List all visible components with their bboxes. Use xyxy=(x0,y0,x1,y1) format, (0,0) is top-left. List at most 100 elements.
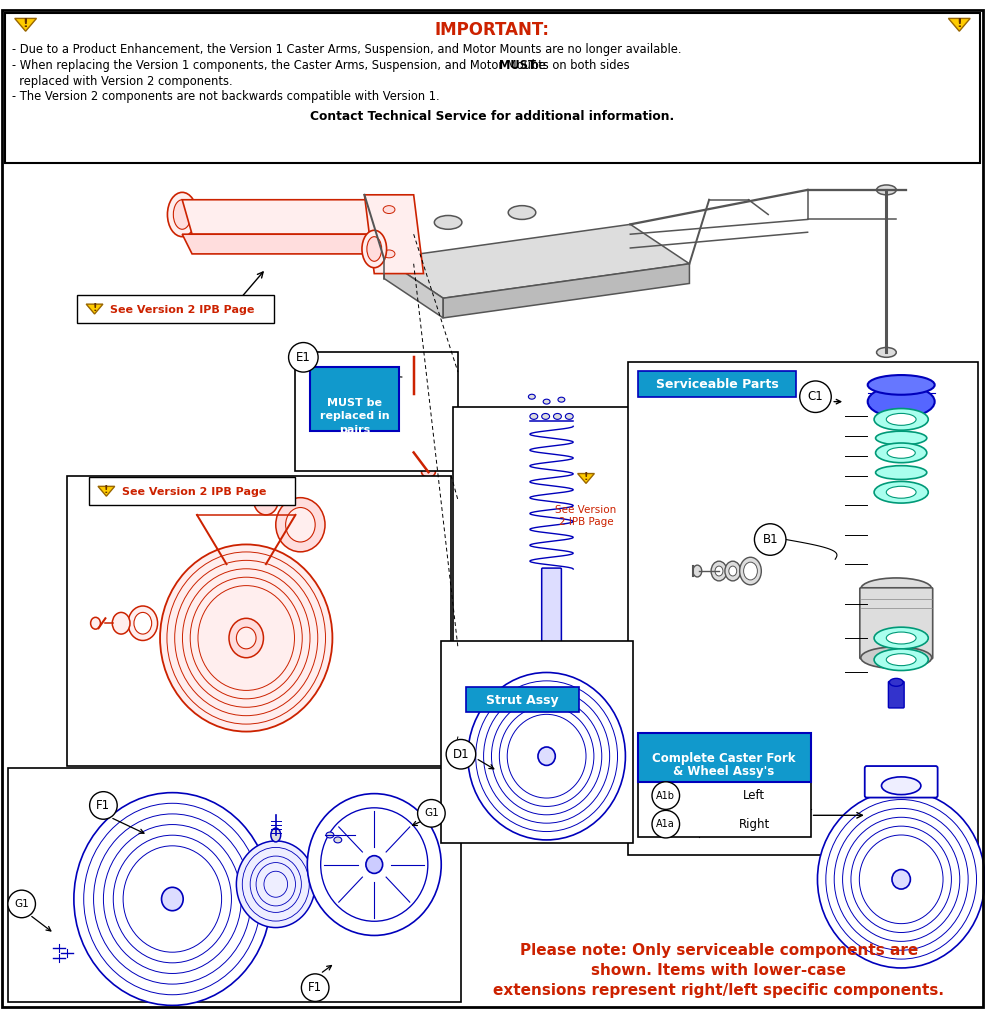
FancyBboxPatch shape xyxy=(5,12,980,164)
Text: IMPORTANT:: IMPORTANT: xyxy=(435,21,550,40)
Ellipse shape xyxy=(543,400,550,404)
Text: G1: G1 xyxy=(14,899,29,909)
Polygon shape xyxy=(948,18,970,32)
Ellipse shape xyxy=(711,561,727,581)
Circle shape xyxy=(800,381,831,413)
Text: A1b: A1b xyxy=(656,790,675,800)
Circle shape xyxy=(652,811,680,838)
Ellipse shape xyxy=(892,870,910,889)
FancyBboxPatch shape xyxy=(406,393,422,452)
Ellipse shape xyxy=(160,544,332,731)
FancyBboxPatch shape xyxy=(628,362,978,854)
Ellipse shape xyxy=(128,606,158,641)
FancyBboxPatch shape xyxy=(295,353,458,471)
Ellipse shape xyxy=(729,566,737,576)
Ellipse shape xyxy=(868,385,935,417)
Ellipse shape xyxy=(744,562,757,580)
Text: - When replacing the Version 1 components, the Caster Arms, Suspension, and Moto: - When replacing the Version 1 component… xyxy=(12,59,633,72)
Ellipse shape xyxy=(366,855,383,874)
Ellipse shape xyxy=(876,443,927,463)
FancyBboxPatch shape xyxy=(310,367,399,431)
FancyBboxPatch shape xyxy=(8,768,461,1003)
Ellipse shape xyxy=(886,632,916,644)
Text: - Due to a Product Enhancement, the Version 1 Caster Arms, Suspension, and Motor: - Due to a Product Enhancement, the Vers… xyxy=(12,43,681,56)
Ellipse shape xyxy=(271,828,281,842)
Ellipse shape xyxy=(554,414,561,419)
Text: !: ! xyxy=(956,17,962,31)
Text: replaced in: replaced in xyxy=(320,412,389,421)
FancyBboxPatch shape xyxy=(638,732,811,782)
Polygon shape xyxy=(384,259,443,318)
Ellipse shape xyxy=(508,205,536,220)
Text: Contact Technical Service for additional information.: Contact Technical Service for additional… xyxy=(310,110,675,123)
Circle shape xyxy=(301,974,329,1002)
FancyBboxPatch shape xyxy=(441,641,633,843)
Ellipse shape xyxy=(276,497,325,552)
Ellipse shape xyxy=(876,466,927,479)
Ellipse shape xyxy=(868,375,935,395)
Ellipse shape xyxy=(877,348,896,357)
Ellipse shape xyxy=(725,561,741,581)
Ellipse shape xyxy=(236,627,256,649)
Ellipse shape xyxy=(861,647,932,668)
Text: & Wheel Assy's: & Wheel Assy's xyxy=(673,766,775,778)
Text: be: be xyxy=(528,59,546,72)
Ellipse shape xyxy=(236,841,315,928)
Text: Right: Right xyxy=(739,818,770,831)
FancyBboxPatch shape xyxy=(77,295,274,322)
Text: See Version 2 IPB Page: See Version 2 IPB Page xyxy=(110,305,255,315)
Polygon shape xyxy=(182,199,384,234)
Text: MUST: MUST xyxy=(499,59,536,72)
Ellipse shape xyxy=(134,612,152,634)
Ellipse shape xyxy=(693,565,702,577)
Polygon shape xyxy=(98,486,115,496)
Ellipse shape xyxy=(383,205,395,214)
Ellipse shape xyxy=(326,832,334,838)
Circle shape xyxy=(754,524,786,555)
Text: F1: F1 xyxy=(96,799,110,812)
Ellipse shape xyxy=(321,807,428,921)
Ellipse shape xyxy=(887,447,915,459)
Text: !: ! xyxy=(104,485,109,495)
Ellipse shape xyxy=(876,431,927,445)
Ellipse shape xyxy=(367,237,382,261)
Ellipse shape xyxy=(886,413,916,425)
Ellipse shape xyxy=(874,627,928,649)
Ellipse shape xyxy=(817,790,985,968)
Ellipse shape xyxy=(542,414,550,419)
Ellipse shape xyxy=(874,409,928,430)
FancyBboxPatch shape xyxy=(466,687,579,712)
FancyBboxPatch shape xyxy=(860,588,933,659)
Ellipse shape xyxy=(877,185,896,195)
Text: shown. Items with lower-case: shown. Items with lower-case xyxy=(591,963,846,978)
Ellipse shape xyxy=(528,395,535,400)
Text: pairs: pairs xyxy=(339,425,370,435)
Ellipse shape xyxy=(307,793,441,936)
Ellipse shape xyxy=(468,672,625,840)
Text: Serviceable Parts: Serviceable Parts xyxy=(656,378,778,392)
Ellipse shape xyxy=(740,557,761,585)
Ellipse shape xyxy=(91,617,100,630)
Ellipse shape xyxy=(715,566,723,576)
Polygon shape xyxy=(15,18,36,32)
Ellipse shape xyxy=(541,652,562,664)
Text: Strut Assy: Strut Assy xyxy=(486,694,558,707)
Text: Left: Left xyxy=(743,789,765,802)
Text: extensions represent right/left specific components.: extensions represent right/left specific… xyxy=(493,982,944,998)
Ellipse shape xyxy=(874,481,928,503)
Text: !: ! xyxy=(584,473,588,482)
Ellipse shape xyxy=(886,486,916,498)
FancyBboxPatch shape xyxy=(453,407,650,697)
Text: !: ! xyxy=(23,17,28,31)
Circle shape xyxy=(90,791,117,820)
FancyBboxPatch shape xyxy=(888,681,904,708)
Ellipse shape xyxy=(565,414,573,419)
Ellipse shape xyxy=(886,654,916,666)
Ellipse shape xyxy=(334,837,342,843)
FancyBboxPatch shape xyxy=(865,766,938,797)
FancyBboxPatch shape xyxy=(638,782,811,837)
Ellipse shape xyxy=(558,398,565,402)
Ellipse shape xyxy=(530,414,538,419)
Ellipse shape xyxy=(162,887,183,910)
Ellipse shape xyxy=(538,747,555,766)
